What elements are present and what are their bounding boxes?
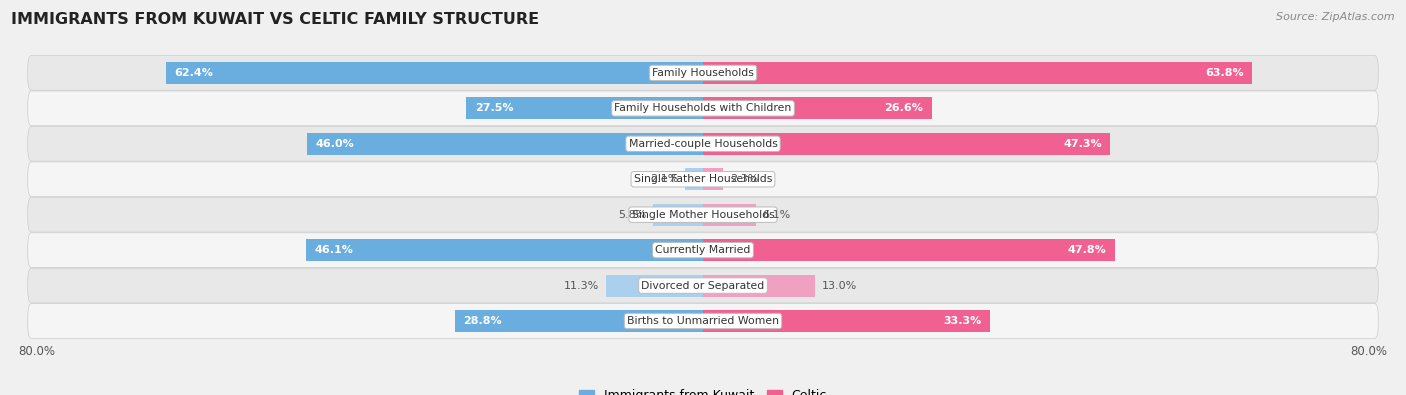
Text: 80.0%: 80.0% xyxy=(1351,345,1388,358)
Text: 26.6%: 26.6% xyxy=(884,103,924,113)
Text: 46.0%: 46.0% xyxy=(315,139,354,149)
Bar xyxy=(606,275,703,297)
Text: Single Father Households: Single Father Households xyxy=(634,174,772,184)
Text: 5.8%: 5.8% xyxy=(617,210,647,220)
Bar xyxy=(166,62,703,84)
FancyBboxPatch shape xyxy=(28,126,1378,161)
Text: 27.5%: 27.5% xyxy=(475,103,513,113)
Text: Married-couple Households: Married-couple Households xyxy=(628,139,778,149)
Bar xyxy=(307,239,703,261)
Bar xyxy=(467,98,703,119)
Text: 28.8%: 28.8% xyxy=(464,316,502,326)
Text: IMMIGRANTS FROM KUWAIT VS CELTIC FAMILY STRUCTURE: IMMIGRANTS FROM KUWAIT VS CELTIC FAMILY … xyxy=(11,12,540,27)
Bar xyxy=(703,239,1115,261)
Bar xyxy=(685,168,703,190)
Text: 2.3%: 2.3% xyxy=(730,174,758,184)
Text: 2.1%: 2.1% xyxy=(650,174,678,184)
Text: Divorced or Separated: Divorced or Separated xyxy=(641,280,765,291)
FancyBboxPatch shape xyxy=(28,56,1378,90)
FancyBboxPatch shape xyxy=(28,162,1378,197)
Text: 6.1%: 6.1% xyxy=(762,210,790,220)
Text: 11.3%: 11.3% xyxy=(564,280,599,291)
FancyBboxPatch shape xyxy=(28,91,1378,126)
FancyBboxPatch shape xyxy=(28,233,1378,267)
Text: Births to Unmarried Women: Births to Unmarried Women xyxy=(627,316,779,326)
Bar xyxy=(703,310,990,332)
Text: Family Households with Children: Family Households with Children xyxy=(614,103,792,113)
Text: 80.0%: 80.0% xyxy=(18,345,55,358)
Text: Single Mother Households: Single Mother Households xyxy=(631,210,775,220)
Bar xyxy=(307,133,703,155)
FancyBboxPatch shape xyxy=(28,268,1378,303)
Text: Currently Married: Currently Married xyxy=(655,245,751,255)
FancyBboxPatch shape xyxy=(28,304,1378,339)
Text: 33.3%: 33.3% xyxy=(943,316,981,326)
FancyBboxPatch shape xyxy=(28,198,1378,232)
Text: Source: ZipAtlas.com: Source: ZipAtlas.com xyxy=(1277,12,1395,22)
Bar xyxy=(703,62,1253,84)
Bar xyxy=(703,204,755,226)
Text: 47.8%: 47.8% xyxy=(1067,245,1107,255)
Text: Family Households: Family Households xyxy=(652,68,754,78)
Bar xyxy=(703,98,932,119)
Bar xyxy=(703,168,723,190)
Bar xyxy=(703,133,1111,155)
Bar xyxy=(456,310,703,332)
Bar xyxy=(703,275,815,297)
Text: 62.4%: 62.4% xyxy=(174,68,214,78)
Text: 63.8%: 63.8% xyxy=(1205,68,1244,78)
Legend: Immigrants from Kuwait, Celtic: Immigrants from Kuwait, Celtic xyxy=(574,384,832,395)
Text: 13.0%: 13.0% xyxy=(823,280,858,291)
Text: 46.1%: 46.1% xyxy=(315,245,353,255)
Text: 47.3%: 47.3% xyxy=(1063,139,1102,149)
Bar xyxy=(652,204,703,226)
